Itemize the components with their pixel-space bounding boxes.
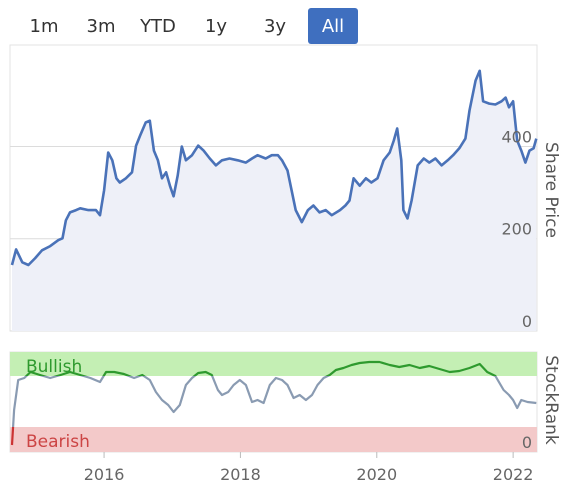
y-axis-title: StockRank — [541, 355, 561, 445]
band-label: Bullish — [26, 357, 82, 377]
range-button[interactable]: 1y — [205, 16, 227, 37]
y-tick-label: 0 — [522, 433, 532, 452]
band-label: Bearish — [26, 432, 90, 452]
band — [10, 427, 537, 452]
range-button[interactable]: 1m — [30, 16, 59, 37]
range-button[interactable]: YTD — [139, 16, 176, 37]
y-tick-label: 200 — [501, 220, 532, 239]
x-tick-label: 2016 — [84, 465, 125, 484]
band — [10, 352, 537, 376]
x-tick-label: 2020 — [356, 465, 397, 484]
y-tick-label: 0 — [522, 312, 532, 331]
range-button[interactable]: All — [322, 16, 344, 37]
x-tick-label: 2018 — [220, 465, 261, 484]
price-line — [10, 360, 537, 446]
x-tick-label: 2022 — [493, 465, 534, 484]
range-button[interactable]: 3y — [264, 16, 286, 37]
y-axis-title: Share Price — [541, 142, 561, 238]
price-line — [10, 69, 538, 267]
area-fill — [12, 70, 537, 332]
range-button[interactable]: 3m — [87, 16, 116, 37]
y-tick-label: 400 — [501, 127, 532, 146]
range-button-bg[interactable] — [308, 8, 358, 44]
